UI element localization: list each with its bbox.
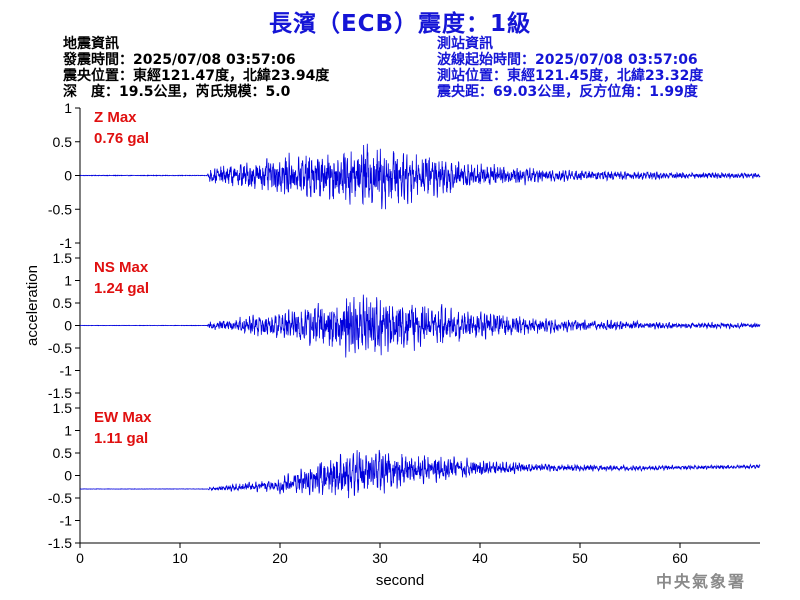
station-location: 測站位置：東經121.45度，北緯23.32度 [437, 68, 704, 84]
quake-depth-magnitude: 深 度：19.5公里，芮氏規模：5.0 [63, 84, 291, 100]
x-axis-label: second [376, 572, 424, 589]
quake-info-heading: 地震資訊 [63, 36, 119, 52]
y-tick-label-z: 0 [64, 168, 72, 184]
max-value-ns: 1.24 gal [94, 280, 149, 297]
station-info-heading: 測站資訊 [437, 36, 493, 52]
y-tick-label-ew: 0 [64, 468, 72, 484]
max-label-ew: EW Max [94, 409, 152, 426]
y-tick-label-ns: -1 [60, 363, 73, 379]
station-info: 測站資訊 波線起始時間：2025/07/08 03:57:06 測站位置：東經1… [437, 36, 703, 100]
y-tick-label-z: -0.5 [48, 201, 72, 217]
waveform-trace-z [79, 143, 761, 210]
y-tick-label-ew: 0.5 [53, 445, 73, 461]
y-tick-label-ns: -1.5 [48, 385, 72, 401]
y-tick-label-ew: 1.5 [53, 400, 73, 416]
y-tick-label-z: -1 [60, 235, 73, 251]
waveform-start-time: 波線起始時間：2025/07/08 03:57:06 [437, 52, 698, 68]
x-tick-label: 0 [76, 550, 84, 566]
y-tick-label-ns: -0.5 [48, 340, 72, 356]
y-tick-label-z: 0.5 [53, 134, 73, 150]
max-value-z: 0.76 gal [94, 130, 149, 147]
max-value-ew: 1.11 gal [94, 430, 148, 447]
y-axis-label: acceleration [24, 265, 41, 346]
x-tick-label: 60 [672, 550, 688, 566]
max-label-z: Z Max [94, 109, 137, 126]
y-tick-label-ns: 0 [64, 318, 72, 334]
x-tick-label: 50 [572, 550, 588, 566]
y-tick-label-ew: -1.5 [48, 535, 72, 551]
y-tick-label-ew: -0.5 [48, 490, 72, 506]
waveform-trace-ns [79, 294, 761, 358]
y-tick-label-ew: -1 [60, 513, 73, 529]
y-tick-label-ns: 0.5 [53, 295, 73, 311]
y-tick-label-ns: 1 [64, 273, 72, 289]
waveform-trace-ew [79, 449, 761, 499]
y-tick-label-ns: 1.5 [53, 250, 73, 266]
quake-info: 地震資訊 發震時間：2025/07/08 03:57:06 震央位置：東經121… [63, 36, 329, 100]
quake-origin-time: 發震時間：2025/07/08 03:57:06 [63, 52, 296, 68]
max-label-ns: NS Max [94, 259, 149, 276]
x-tick-label: 40 [472, 550, 488, 566]
y-tick-label-ew: 1 [64, 423, 72, 439]
x-tick-label: 30 [372, 550, 388, 566]
x-tick-label: 20 [272, 550, 288, 566]
cwa-logo: 中央氣象署 [655, 572, 746, 591]
epicentral-distance: 震央距：69.03公里，反方位角：1.99度 [437, 84, 698, 100]
y-tick-label-z: 1 [64, 100, 72, 116]
x-tick-label: 10 [172, 550, 188, 566]
page-title: 長濱（ECB）震度：1級 [268, 11, 532, 37]
quake-epicenter: 震央位置：東經121.47度，北緯23.94度 [63, 68, 330, 84]
